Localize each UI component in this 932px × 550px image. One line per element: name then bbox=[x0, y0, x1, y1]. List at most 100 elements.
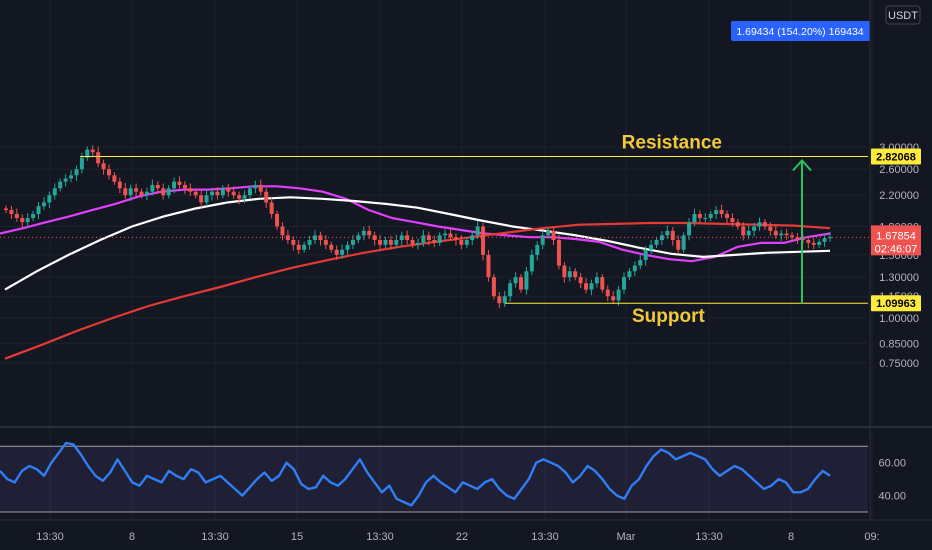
candle-body bbox=[757, 222, 762, 227]
candle-body bbox=[719, 210, 724, 214]
candle bbox=[226, 184, 231, 197]
candle-body bbox=[172, 181, 177, 189]
candle bbox=[388, 235, 393, 250]
candle bbox=[643, 246, 648, 266]
support-price-tag-box bbox=[871, 295, 921, 312]
candle bbox=[166, 185, 171, 199]
candle-body bbox=[4, 208, 8, 211]
candle bbox=[231, 186, 236, 199]
candle-body bbox=[139, 191, 144, 196]
candle bbox=[318, 231, 323, 246]
candle-body bbox=[399, 235, 404, 241]
candle bbox=[551, 226, 556, 245]
candle-body bbox=[144, 191, 149, 196]
candle bbox=[681, 232, 686, 253]
candle-body bbox=[746, 230, 751, 236]
candle-body bbox=[291, 240, 296, 245]
candle bbox=[215, 186, 220, 200]
candle bbox=[150, 179, 155, 196]
candle-body bbox=[491, 277, 496, 297]
candle-body bbox=[182, 184, 187, 189]
candle bbox=[74, 165, 79, 181]
candle bbox=[25, 213, 30, 227]
currency-label[interactable]: USDT bbox=[885, 5, 921, 25]
candle bbox=[584, 277, 589, 294]
candle bbox=[280, 222, 285, 241]
candle bbox=[182, 181, 187, 194]
candle bbox=[139, 188, 144, 199]
annotation-layer: Resistance Support 1.69434 (154.20%) 16943… bbox=[0, 21, 870, 327]
candle-body bbox=[410, 240, 415, 245]
candle bbox=[589, 279, 594, 296]
candle-body bbox=[632, 265, 637, 272]
candle bbox=[361, 226, 366, 241]
candle bbox=[193, 188, 198, 199]
candle-body bbox=[822, 238, 827, 242]
candle bbox=[220, 185, 225, 199]
candle-body bbox=[416, 242, 420, 245]
candle-body bbox=[697, 213, 702, 219]
candle bbox=[356, 232, 361, 244]
candle-body bbox=[513, 277, 518, 284]
candle-body bbox=[378, 240, 383, 245]
candle bbox=[578, 272, 583, 289]
candle-body bbox=[356, 235, 361, 241]
candle-body bbox=[551, 230, 556, 241]
candle-body bbox=[524, 271, 529, 290]
candle bbox=[9, 205, 14, 219]
candle bbox=[817, 238, 822, 248]
time-tick-label: 13:30 bbox=[201, 531, 229, 543]
candle bbox=[795, 232, 800, 245]
candle-body bbox=[79, 157, 84, 170]
time-tick-label: 8 bbox=[129, 531, 135, 543]
currency-text: USDT bbox=[888, 10, 918, 22]
candle bbox=[329, 241, 334, 253]
candle bbox=[448, 228, 453, 241]
candle-body bbox=[123, 188, 128, 196]
candle bbox=[340, 244, 345, 259]
candle-body bbox=[220, 188, 225, 196]
candle bbox=[117, 177, 122, 194]
candle bbox=[52, 183, 57, 200]
candle-body bbox=[752, 226, 757, 231]
candle bbox=[687, 217, 692, 241]
candle bbox=[811, 238, 816, 250]
candle-body bbox=[589, 283, 594, 290]
candle-body bbox=[502, 296, 507, 304]
candle-body bbox=[367, 230, 372, 236]
candle bbox=[768, 222, 773, 236]
candle-body bbox=[41, 202, 46, 207]
candle bbox=[622, 272, 626, 294]
candle-body bbox=[383, 240, 388, 245]
candle bbox=[443, 229, 448, 241]
candle-body bbox=[275, 213, 280, 227]
candle-body bbox=[670, 230, 675, 241]
candle-body bbox=[112, 175, 117, 182]
candle-body bbox=[546, 230, 551, 236]
candle-body bbox=[508, 283, 513, 297]
time-tick-label: Mar bbox=[617, 531, 636, 543]
candle-body bbox=[600, 277, 605, 290]
candle-body bbox=[654, 240, 659, 245]
candle bbox=[437, 232, 442, 247]
time-tick-label: 13:30 bbox=[531, 531, 559, 543]
support-price-tag: 1.09963 bbox=[871, 295, 921, 312]
candle bbox=[285, 230, 290, 244]
candle bbox=[128, 184, 133, 201]
candle-body bbox=[25, 218, 30, 223]
candle bbox=[291, 236, 296, 251]
candle bbox=[237, 191, 242, 205]
candle bbox=[703, 213, 708, 223]
time-tick-label: 13:30 bbox=[695, 531, 723, 543]
candle-body bbox=[204, 195, 209, 203]
candle-body bbox=[643, 249, 648, 261]
candle bbox=[594, 272, 599, 288]
candle bbox=[416, 238, 420, 250]
candle bbox=[253, 180, 258, 194]
candle bbox=[107, 164, 111, 180]
candle bbox=[779, 229, 784, 241]
candle bbox=[69, 169, 74, 183]
candle bbox=[4, 205, 8, 214]
candle-body bbox=[649, 244, 654, 250]
